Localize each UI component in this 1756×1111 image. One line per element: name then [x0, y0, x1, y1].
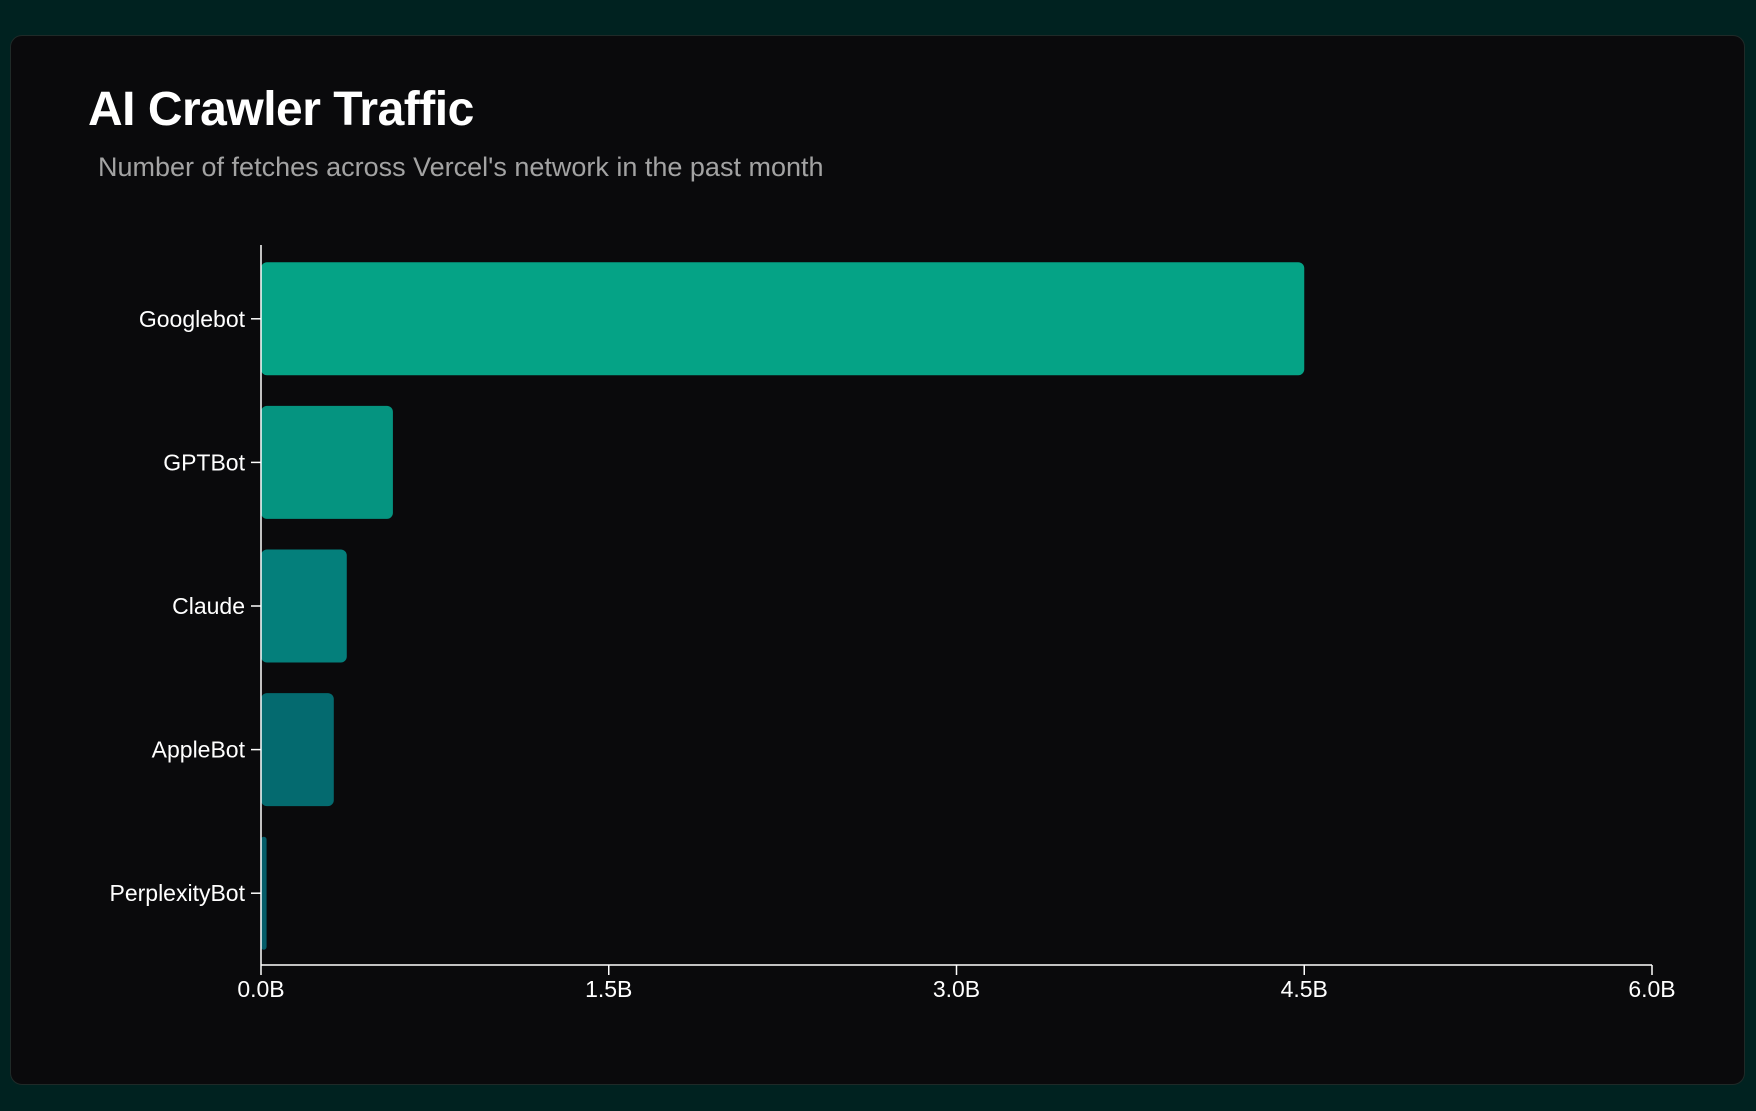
x-tick-label: 4.5B	[1281, 976, 1328, 1002]
bar-perplexitybot[interactable]	[261, 836, 267, 950]
y-axis: Googlebot GPTBot Claude AppleBot PerplexityB…	[109, 245, 262, 965]
bar-applebot[interactable]	[261, 693, 334, 807]
chart-subtitle: Number of fetches across Vercel's networ…	[98, 152, 824, 182]
bar-group	[261, 262, 1305, 950]
x-tick-label: 6.0B	[1628, 976, 1675, 1002]
bar-claude[interactable]	[261, 549, 347, 663]
x-tick-label: 1.5B	[585, 976, 632, 1002]
bar-googlebot[interactable]	[261, 262, 1305, 376]
chart-title: AI Crawler Traffic	[88, 83, 474, 136]
x-tick-label: 3.0B	[933, 976, 980, 1002]
x-axis: 0.0B 1.5B 3.0B 4.5B 6.0B	[237, 964, 1676, 1002]
y-tick-label: PerplexityBot	[109, 880, 245, 906]
y-tick-label: Claude	[172, 593, 245, 619]
y-tick-label: GPTBot	[163, 449, 245, 475]
bar-gptbot[interactable]	[261, 405, 393, 519]
y-tick-label: Googlebot	[139, 306, 246, 332]
x-tick-label: 0.0B	[237, 976, 284, 1002]
y-tick-label: AppleBot	[152, 737, 246, 763]
